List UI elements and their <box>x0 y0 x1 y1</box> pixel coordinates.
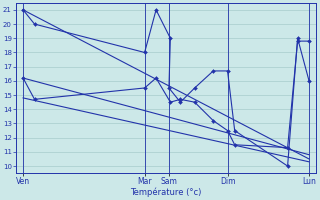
X-axis label: Température (°c): Température (°c) <box>130 188 202 197</box>
